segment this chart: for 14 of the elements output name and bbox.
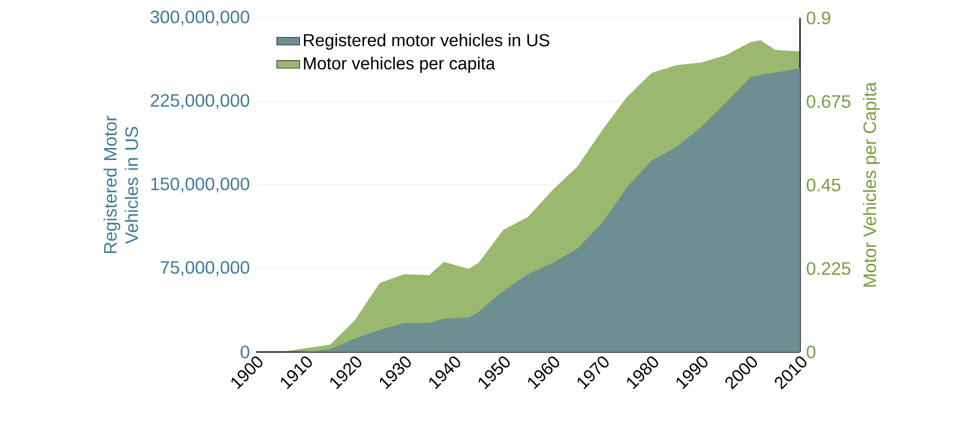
y-tick-label: 150,000,000: [151, 178, 250, 192]
y2-tick-label: 0.675: [806, 95, 850, 108]
y-axis-title: Registered Motor Vehicles in US: [103, 116, 138, 254]
y-tick-label: 225,000,000: [150, 94, 250, 109]
y2-tick-label: 0: [806, 346, 816, 358]
y-tick-label: 300,000,000: [150, 10, 250, 26]
y-tick-label: 0: [240, 346, 250, 358]
y2-axis-title: Motor Vehicles per Capita: [862, 82, 880, 287]
legend-label: Registered motor vehicles in US: [304, 34, 550, 50]
y2-tick-label: 0.9: [806, 12, 830, 24]
y-tick-label: 75,000,000: [160, 261, 250, 276]
legend-label: Motor vehicles per capita: [304, 56, 496, 73]
y2-tick-label: 0.225: [806, 262, 850, 275]
y2-tick-label: 0.45: [806, 178, 840, 192]
